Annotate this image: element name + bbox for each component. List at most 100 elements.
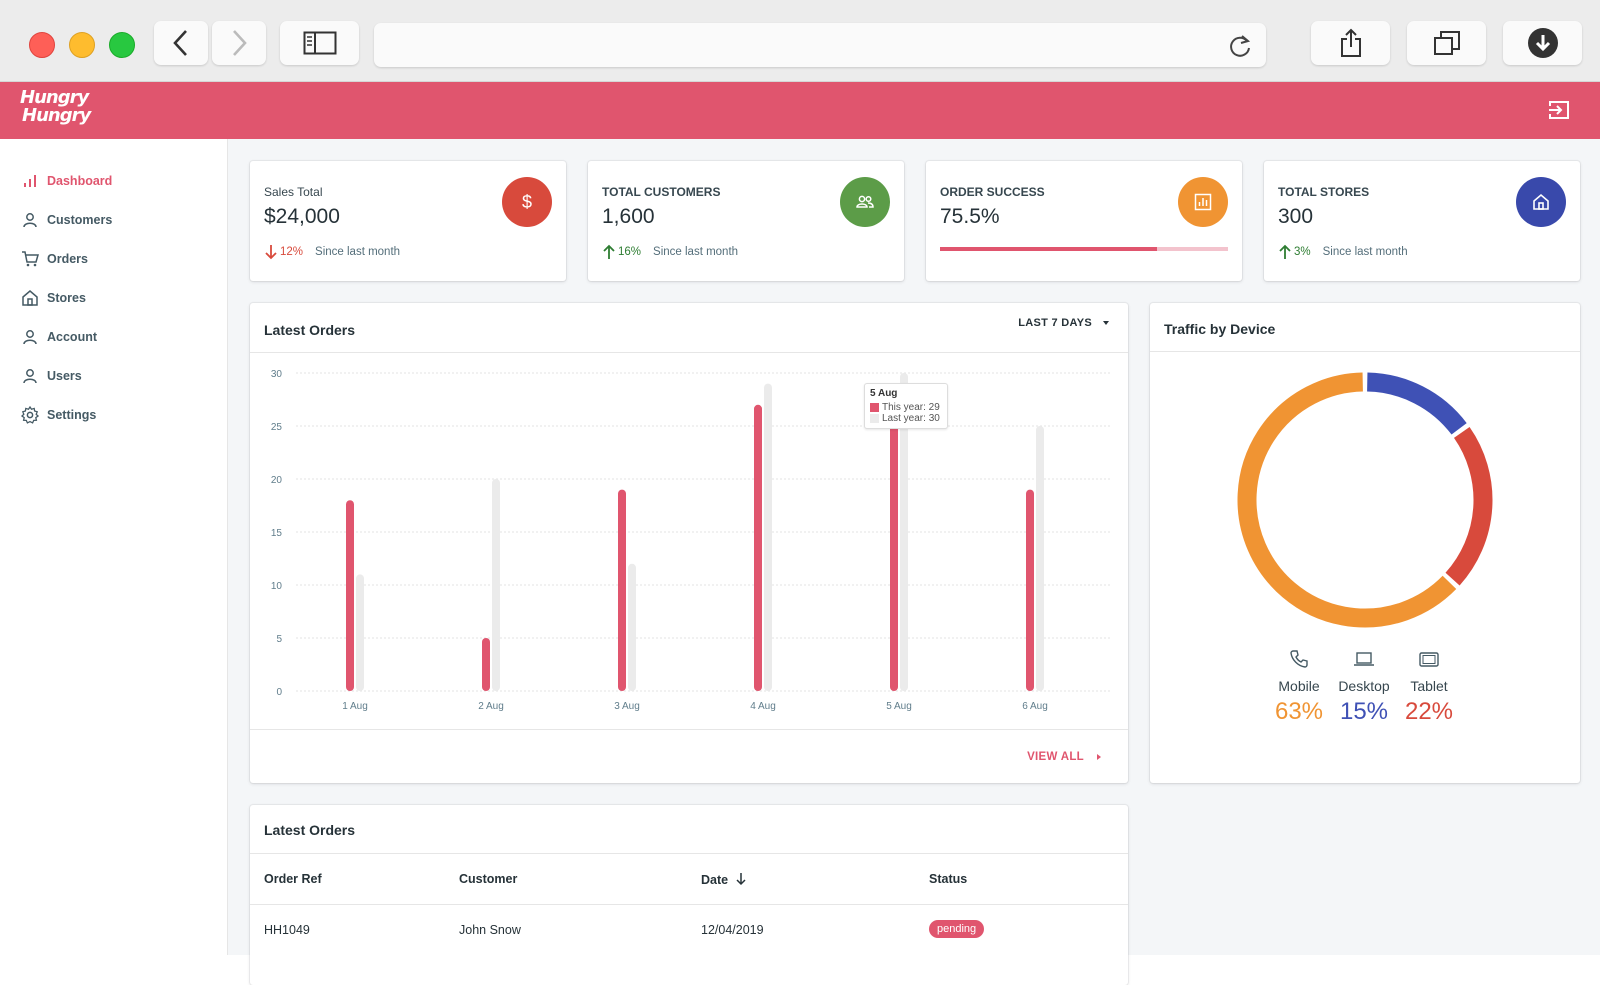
- column-order-ref[interactable]: Order Ref: [264, 872, 322, 886]
- this-year-swatch: [870, 403, 879, 412]
- progress-fill: [940, 247, 1158, 251]
- sidebar-item-label: Orders: [47, 252, 88, 266]
- bar-this-year: [754, 404, 762, 691]
- stores-since-label: Since last month: [1322, 246, 1408, 258]
- latest-orders-chart-title: Latest Orders: [264, 322, 356, 338]
- traffic-donut-chart: [1237, 372, 1493, 628]
- donut-slice-tablet[interactable]: [1445, 427, 1493, 586]
- browser-toolbar: [0, 0, 1600, 82]
- home-icon: [20, 288, 40, 308]
- arrow-down-icon: [265, 245, 277, 260]
- sidebar-item-users[interactable]: Users: [20, 364, 82, 388]
- device-mobile-label: Mobile: [1278, 678, 1320, 694]
- phone-icon: [1290, 650, 1308, 668]
- tabs-button[interactable]: [1407, 21, 1486, 65]
- sidebar-item-label: Settings: [47, 408, 97, 422]
- chart-tooltip: 5 Aug This year: 29 Last year: 30: [864, 383, 948, 429]
- device-tablet: Tablet 22%: [1399, 649, 1459, 726]
- device-mobile-value: 63%: [1274, 698, 1324, 725]
- y-tick-label: 20: [271, 475, 283, 486]
- cart-icon: [20, 249, 40, 269]
- tooltip-this-year: This year: 29: [882, 402, 940, 413]
- brand-logo[interactable]: Hungry Hungry: [20, 89, 91, 126]
- donut-slice-desktop[interactable]: [1366, 372, 1467, 435]
- sidebar-item-stores[interactable]: Stores: [20, 286, 86, 310]
- sidebar-toggle-button[interactable]: [280, 21, 359, 65]
- tabs-icon: [1433, 31, 1460, 55]
- reload-icon[interactable]: [1228, 33, 1252, 59]
- y-tick-label: 15: [271, 528, 283, 539]
- person-icon: [20, 327, 40, 347]
- total-stores-value: 300: [1278, 205, 1314, 228]
- range-dropdown[interactable]: LAST 7 DAYS: [1018, 317, 1114, 329]
- app-header: Hungry Hungry: [0, 82, 1600, 139]
- sidebar-item-account[interactable]: Account: [20, 325, 97, 349]
- order-success-progress: [940, 247, 1228, 251]
- tooltip-row-this-year: This year: 29: [870, 402, 942, 413]
- device-tablet-label: Tablet: [1410, 678, 1448, 694]
- sidebar-item-customers[interactable]: Customers: [20, 208, 112, 232]
- bar-last-year: [900, 373, 908, 691]
- bar-this-year: [618, 489, 626, 691]
- logout-icon[interactable]: [1548, 100, 1570, 120]
- bar-last-year: [1036, 426, 1044, 691]
- table-row[interactable]: HH1049 John Snow 12/04/2019 pending: [250, 905, 1128, 955]
- order-success-card: ORDER SUCCESS 75.5%: [926, 161, 1242, 281]
- downloads-button[interactable]: [1503, 21, 1582, 65]
- chart-icon: [1178, 177, 1228, 227]
- latest-orders-chart-card: Latest Orders LAST 7 DAYS 0 5 10 15 20 25 30 1 …: [250, 303, 1128, 783]
- back-button[interactable]: [154, 21, 208, 65]
- customers-delta: 16% Since last month: [602, 244, 738, 260]
- sidebar-item-orders[interactable]: Orders: [20, 247, 88, 271]
- column-status[interactable]: Status: [929, 872, 968, 886]
- sales-since-label: Since last month: [315, 246, 401, 258]
- main-content: Sales Total $24,000 $ 12% Since last mon…: [228, 139, 1600, 985]
- view-all-button[interactable]: VIEW ALL: [1027, 751, 1106, 763]
- maximize-window-button[interactable]: [109, 32, 135, 58]
- status-badge: pending: [929, 920, 985, 938]
- chart-header-divider: [250, 352, 1128, 353]
- sidebar-item-label: Users: [47, 369, 82, 383]
- x-tick-label: 3 Aug: [614, 701, 640, 712]
- donut-slice-mobile[interactable]: [1237, 372, 1457, 628]
- tooltip-title: 5 Aug: [870, 388, 898, 399]
- table-header-divider: [250, 853, 1128, 854]
- forward-button[interactable]: [212, 21, 266, 65]
- total-customers-card: TOTAL CUSTOMERS 1,600 16% Since last mon…: [588, 161, 904, 281]
- bar-this-year: [1026, 489, 1034, 691]
- caret-down-icon: [1103, 321, 1109, 325]
- caret-right-icon: [1097, 754, 1101, 760]
- traffic-by-device-card: Traffic by Device Mobile 63% Desktop 15%…: [1150, 303, 1580, 783]
- x-tick-label: 5 Aug: [886, 701, 912, 712]
- x-tick-label: 1 Aug: [342, 701, 368, 712]
- arrow-up-icon: [603, 244, 615, 259]
- people-icon: [840, 177, 890, 227]
- sidebar-item-label: Account: [47, 330, 97, 344]
- sidebar-item-dashboard[interactable]: Dashboard: [20, 169, 112, 193]
- address-bar[interactable]: [374, 23, 1266, 67]
- y-tick-label: 30: [271, 369, 283, 380]
- bar-last-year: [628, 563, 636, 691]
- store-icon: [1516, 177, 1566, 227]
- minimize-window-button[interactable]: [69, 32, 95, 58]
- close-window-button[interactable]: [29, 32, 55, 58]
- x-tick-label: 2 Aug: [478, 701, 504, 712]
- bar-last-year: [492, 479, 500, 691]
- order-success-value: 75.5%: [940, 205, 1000, 228]
- sales-total-value: $24,000: [264, 205, 340, 228]
- device-desktop: Desktop 15%: [1334, 649, 1394, 726]
- brand-line-2: Hungry: [22, 105, 91, 126]
- share-button[interactable]: [1311, 21, 1390, 65]
- column-customer[interactable]: Customer: [459, 872, 518, 886]
- sidebar: Dashboard Customers Orders Stores Accoun…: [0, 139, 228, 955]
- orders-bar-chart: 0 5 10 15 20 25 30 1 Aug 2 Aug 3 Aug 4 Aug 5 Aug 6 A…: [271, 369, 1112, 712]
- bar-this-year: [482, 638, 490, 691]
- customers-since-label: Since last month: [653, 246, 739, 258]
- traffic-header-divider: [1150, 351, 1580, 352]
- sidebar-item-label: Stores: [47, 291, 86, 305]
- bar-this-year: [346, 500, 354, 691]
- column-date[interactable]: Date: [701, 872, 748, 887]
- laptop-icon: [1354, 652, 1374, 666]
- sidebar-item-settings[interactable]: Settings: [20, 403, 96, 427]
- tooltip-row-last-year: Last year: 30: [870, 413, 942, 424]
